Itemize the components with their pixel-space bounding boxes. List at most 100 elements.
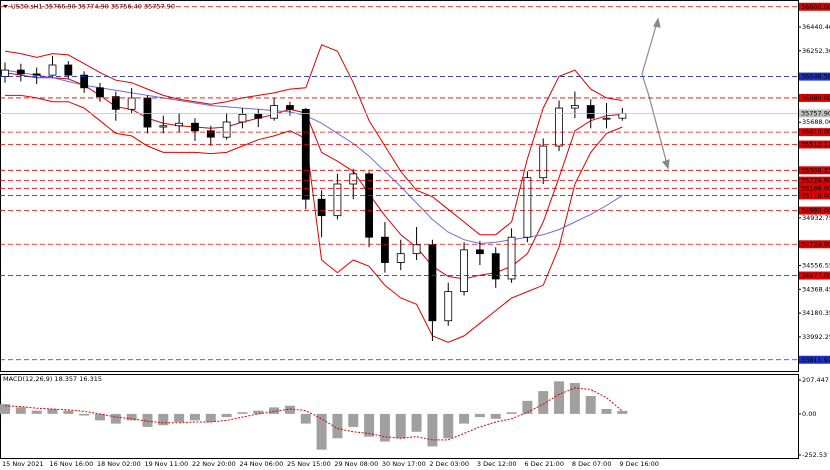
level-label: 35166.00	[801, 184, 830, 192]
macd-bar	[474, 413, 485, 418]
macd-bar	[221, 413, 232, 418]
macd-bar	[411, 413, 422, 432]
level-label: 35110.00	[801, 191, 830, 199]
level-label: 36600.00	[801, 3, 830, 11]
x-tick-label: 8 Dec 07:00	[572, 460, 612, 468]
candle-body	[523, 177, 532, 238]
candle-body	[16, 69, 25, 75]
x-tick-label: 29 Nov 08:00	[334, 460, 378, 468]
level-label: 35308.23	[801, 166, 830, 174]
menu-triangle	[3, 5, 8, 8]
y-tick-label: 33992.25	[802, 333, 830, 341]
candle-body	[507, 236, 516, 280]
macd-bar	[364, 413, 375, 437]
level-label: 35512.12	[801, 141, 830, 149]
y-tick-label: 0.00	[802, 410, 816, 418]
level-label-box	[799, 355, 830, 364]
level-label-box	[799, 176, 830, 185]
arrow-head	[653, 17, 661, 28]
candle-body	[365, 173, 373, 238]
macd-bar	[79, 413, 90, 416]
macd-bar	[31, 410, 42, 414]
level-label-box	[799, 240, 830, 249]
candle-body	[475, 249, 484, 255]
x-tick-label: 16 Nov 16:00	[49, 460, 93, 468]
candle-body	[286, 105, 294, 110]
x-tick-label: 22 Nov 20:00	[192, 460, 236, 468]
level-label-box	[799, 140, 830, 149]
candle-body	[111, 96, 120, 110]
candle-body	[428, 244, 437, 322]
macd-bar	[174, 413, 185, 423]
macd-bar	[269, 407, 280, 414]
level-label: 34724.00	[801, 240, 830, 248]
candle-body	[64, 64, 73, 76]
candle-body	[444, 291, 453, 322]
candle-body	[206, 130, 215, 138]
candle-body	[349, 173, 358, 185]
macd-bar	[617, 410, 628, 414]
level-label-box	[799, 271, 830, 280]
level-label: 36048.58	[801, 73, 830, 81]
level-label: 33811.92	[801, 356, 830, 364]
candle-body	[460, 249, 468, 293]
candle-body	[555, 107, 563, 147]
candle-body	[602, 117, 611, 120]
macd-bar	[47, 409, 58, 414]
macd-bar	[490, 413, 501, 419]
indicator-line	[4, 72, 623, 280]
macd-bar	[205, 413, 216, 423]
macd-bar	[158, 413, 169, 426]
macd-bar	[522, 400, 533, 414]
macd-bar	[459, 413, 470, 424]
x-tick-label: 24 Nov 06:00	[239, 460, 283, 468]
y-tick-label: 34932.75	[802, 214, 830, 222]
macd-bar	[237, 412, 248, 414]
macd-bar	[506, 412, 517, 414]
signal-line	[4, 387, 623, 441]
candle-body	[381, 236, 389, 263]
x-tick-label: 3 Dec 12:00	[477, 460, 517, 468]
y-tick-label: -252.53	[802, 451, 827, 459]
x-tick-label: 25 Nov 15:00	[287, 460, 331, 468]
candle-body	[159, 125, 168, 128]
candle-body	[238, 113, 247, 123]
level-label-box	[799, 191, 830, 200]
level-label-box	[799, 166, 830, 175]
macd-bar	[63, 410, 74, 414]
macd-bar	[15, 407, 26, 414]
y-tick-label: 207.447	[802, 376, 829, 384]
arrow-head	[661, 159, 670, 170]
candle-body	[618, 112, 627, 119]
macd-bar	[379, 413, 390, 442]
candle-body	[1, 69, 9, 77]
candle-body	[317, 198, 326, 217]
candle-body	[191, 122, 199, 132]
y-tick-label: 34368.45	[802, 285, 830, 293]
level-label-box	[799, 2, 830, 11]
forecast-arrows	[641, 17, 670, 170]
x-tick-label: 18 Nov 02:00	[97, 460, 141, 468]
macd-bar	[284, 405, 295, 414]
macd-bar	[316, 413, 327, 450]
indicator-line	[4, 69, 623, 245]
level-label-box	[799, 206, 830, 215]
level-label: 34477.00	[801, 272, 830, 280]
macd-bar	[126, 413, 137, 421]
macd-bar	[332, 413, 343, 439]
macd-bar	[554, 381, 565, 414]
arrow-down	[641, 73, 669, 169]
macd-bar	[601, 409, 612, 414]
level-label-box	[799, 109, 830, 118]
level-label-box	[799, 72, 830, 81]
candle-body	[127, 97, 136, 110]
level-label-box	[799, 128, 830, 137]
candle-body	[333, 183, 342, 217]
x-tick-label: 9 Dec 16:00	[619, 460, 659, 468]
x-tick-label: 15 Nov 2021	[2, 460, 44, 468]
price-frame	[0, 0, 799, 372]
candle-body	[48, 64, 57, 76]
x-tick-label: 2 Dec 03:00	[429, 460, 469, 468]
candle-body	[570, 105, 579, 109]
